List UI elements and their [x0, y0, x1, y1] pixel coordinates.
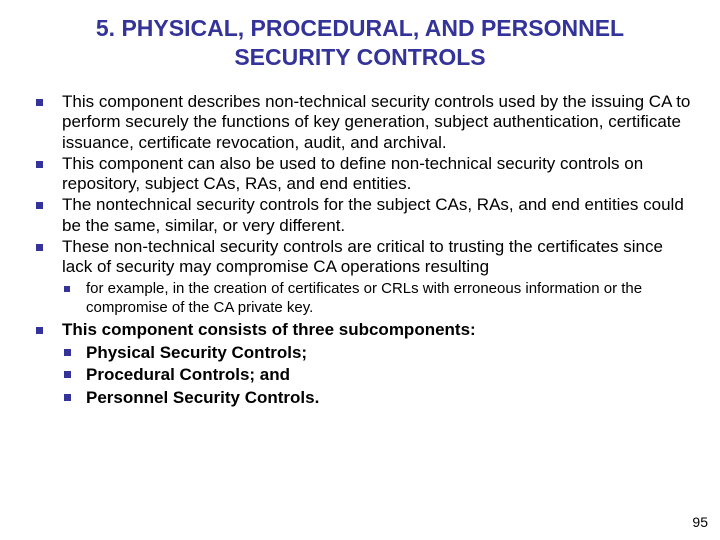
- sub-bullet-item-bold: Personnel Security Controls.: [28, 387, 692, 409]
- main-bullet-list: This component describes non-technical s…: [28, 92, 692, 279]
- sub-bullet-item: for example, in the creation of certific…: [28, 280, 692, 318]
- slide-title: 5. PHYSICAL, PROCEDURAL, AND PERSONNEL S…: [28, 14, 692, 72]
- bullet-item: This component can also be used to defin…: [28, 154, 692, 195]
- sub-bullet-item-bold: Physical Security Controls;: [28, 342, 692, 364]
- page-number: 95: [692, 514, 708, 530]
- bullet-item: The nontechnical security controls for t…: [28, 195, 692, 236]
- sub-bullet-item-bold: Procedural Controls; and: [28, 364, 692, 386]
- main-bullet-list-2: This component consists of three subcomp…: [28, 320, 692, 341]
- bullet-item-bold: This component consists of three subcomp…: [28, 320, 692, 341]
- sub-bullet-list-bold: Physical Security Controls; Procedural C…: [28, 342, 692, 408]
- bullet-item: This component describes non-technical s…: [28, 92, 692, 154]
- bullet-item: These non-technical security controls ar…: [28, 237, 692, 278]
- sub-bullet-list: for example, in the creation of certific…: [28, 280, 692, 318]
- slide-container: 5. PHYSICAL, PROCEDURAL, AND PERSONNEL S…: [0, 0, 720, 423]
